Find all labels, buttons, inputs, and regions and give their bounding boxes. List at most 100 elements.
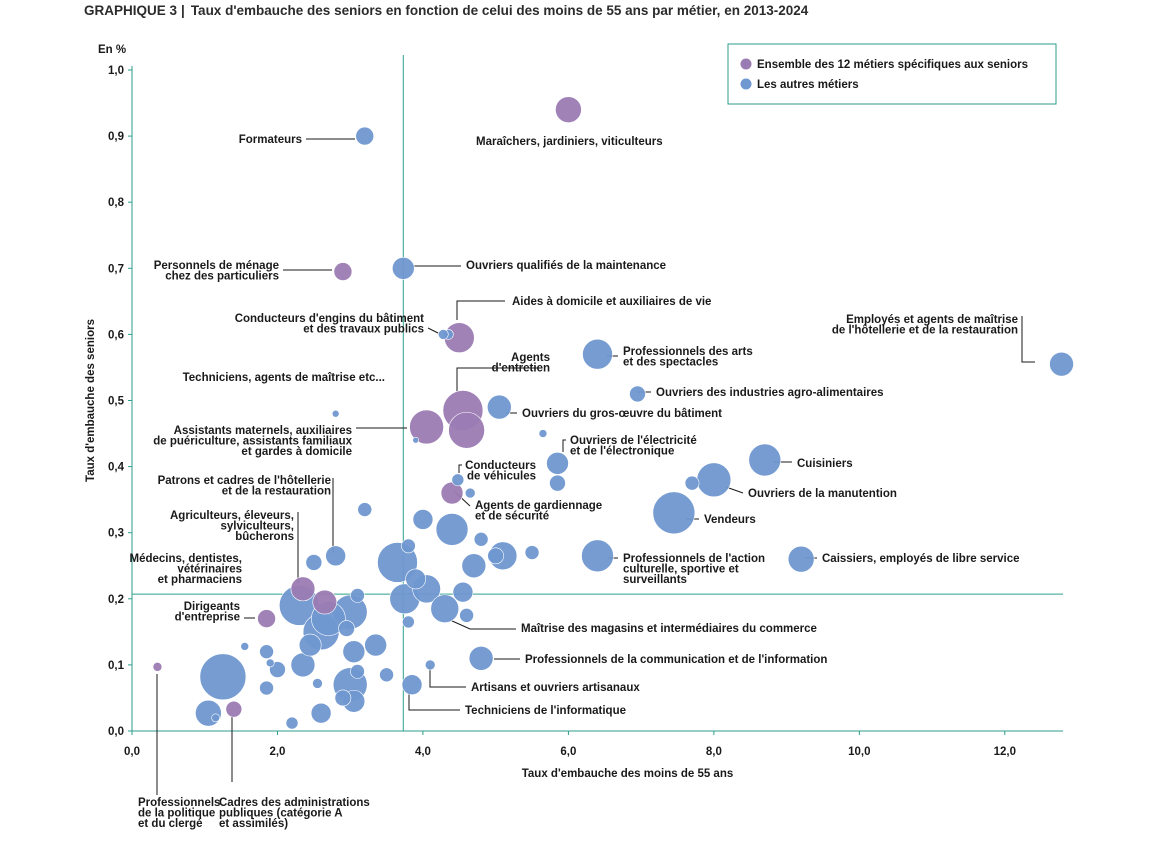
x-tick-label: 8,0 [706,746,722,758]
figure-title-text: Taux d'embauche des seniors en fonction … [190,3,809,18]
bubble-point [435,513,469,546]
bubble-point [350,664,365,679]
bubble-point [259,680,274,696]
label-employes-et-agents-de-maitrise-de-l-hotellerie-e: de l'hôtellerie et de la restauration [832,325,1018,337]
y-tick-label: 0,2 [108,594,124,606]
bubble-point [412,436,419,444]
label-ouvriers-de-l-electricite-et-de-l-electronique: et de l'électronique [570,446,674,458]
label-medecins-dentistes-veterinaires-et-pharmaciens: et pharmaciens [158,574,242,586]
bubble-point [298,633,322,657]
legend-swatch-seniors [740,58,752,70]
bubble-caissiers-employes-de-libre-service [787,545,815,573]
label-agents-de-gardiennage-et-de-securite: Agents de gardiennage [475,500,602,512]
y-tick-label: 0,1 [108,660,125,672]
y-axis-title: Taux d'embauche des seniors [85,319,97,482]
y-tick-label: 1,0 [108,65,124,77]
label-cadres-des-administrations-publiques-categorie-a: et assimilés) [219,818,288,830]
bubble-ouvriers-qualifies-de-la-maintenance [391,256,415,280]
bubble-ouvriers-du-gros-uvre-du-batiment [487,394,512,420]
bubble-point [312,678,323,689]
label-ouvriers-de-l-electricite-et-de-l-electronique: Ouvriers de l'électricité [570,435,697,447]
bubble-professionnels-de-l-action-culturelle-sportive-e [581,539,614,573]
bubble-point [240,642,250,651]
bubble-cuisiniers [748,443,782,477]
bubble-point [473,532,489,547]
label-caissiers-employes-de-libre-service: Caissiers, employés de libre service [822,553,1020,565]
bubble-point [684,475,700,491]
leader-agents-d-entretien [456,367,540,392]
label-artisans-et-ouvriers-artisanaux: Artisans et ouvriers artisanaux [471,682,640,694]
y-tick-label: 0,9 [108,131,124,143]
leader-techniciens-de-l-informatique [408,693,460,711]
label-medecins-dentistes-veterinaires-et-pharmaciens: Médecins, dentistes, [130,553,242,565]
bubble-ouvriers-des-industries-agro-alimentaires [629,385,646,403]
bubble-point [195,699,222,727]
bubble-techniciens-de-l-informatique [401,674,423,696]
legend-label-seniors: Ensemble des 12 métiers spécifiques aux … [757,59,1028,71]
leader-ouvriers-de-l-electricite-et-de-l-electronique [562,439,566,452]
bubble-point [357,502,373,517]
bubble-point [524,545,540,560]
bubble-ouvriers-de-la-manutention [696,462,732,498]
label-conducteurs-d-engins-du-batiment-et-des-travaux-: et des travaux publics [303,324,424,336]
x-axis-title: Taux d'embauche des moins de 55 ans [522,768,734,780]
x-tick-label: 0,0 [124,746,140,758]
bubble-artisans-et-ouvriers-artisanaux [424,659,436,671]
bubble-techniciens-agents-de-maitrise-etc [331,409,340,418]
label-agents-de-gardiennage-et-de-securite: et de sécurité [475,511,549,523]
label-professionnels-de-la-communication-et-de-l-infor: Professionnels de la communication et de… [525,654,827,666]
y-tick-label: 0,4 [108,462,125,474]
bubble-dirigeants-d-entreprise [257,609,276,628]
y-tick-label: 0,6 [108,329,124,341]
bubble-point [452,581,474,603]
y-tick-label: 0,7 [108,263,124,275]
bubble-point [549,474,566,492]
bubble-formateurs [355,126,375,146]
label-techniciens-agents-de-maitrise-etc: Techniciens, agents de maîtrise etc... [183,372,385,384]
bubble-point [310,702,332,724]
y-tick-label: 0,0 [108,726,124,738]
bubble-personnels-de-menage-chez-des-particuliers [333,262,353,281]
bubble-point [401,538,416,554]
bubble-point [459,608,474,623]
bubble-agriculteurs-eleveurs-sylviculteurs-bucherons [290,576,316,602]
bubble-point [364,633,387,657]
unit-label: En % [98,44,126,56]
x-tick-label: 10,0 [848,746,870,758]
label-personnels-de-menage-chez-des-particuliers: Personnels de ménage [154,260,279,272]
bubble-point [350,588,365,603]
label-cadres-des-administrations-publiques-categorie-a: Cadres des administrations [219,797,370,809]
label-agriculteurs-eleveurs-sylviculteurs-bucherons: sylviculteurs, [220,521,294,533]
figure-id: GRAPHIQUE 3 [84,3,178,18]
label-conducteurs-de-vehicules: Conducteurs [465,460,536,472]
bubble-maitrise-des-magasins-et-intermediaires-du-comme [430,594,460,624]
bubble-employes-et-agents-de-maitrise-de-l-hotellerie-e [1049,351,1074,377]
x-tick-label: 2,0 [269,746,285,758]
x-tick-label: 12,0 [994,746,1016,758]
bubble-patrons-et-cadres-de-l-hotellerie-et-de-la-resta [325,545,346,567]
bubble-point [402,615,415,629]
bubble-cadres-des-administrations-publiques-categorie-a [225,700,243,718]
label-ouvriers-du-gros-uvre-du-batiment: Ouvriers du gros-œuvre du bâtiment [522,408,722,420]
label-professionnels-de-la-politique-et-du-clerge: et du clergé [138,818,203,830]
bubble-point [461,553,487,579]
label-professionnels-de-la-politique-et-du-clerge: de la politique [138,808,215,820]
bubble-assistants-maternels-auxiliaires-de-puericulture [409,409,444,445]
label-professionnels-de-l-action-culturelle-sportive-e: surveillants [623,574,687,586]
bubble-ouvriers-de-l-electricite-et-de-l-electronique [546,451,569,475]
y-tick-label: 0,5 [108,396,125,408]
bubble-conducteurs-d-engins-du-batiment-et-des-travaux- [438,329,449,340]
bubble-point [199,653,247,701]
bubble-point [379,667,394,683]
legend-label-autres: Les autres métiers [757,79,859,91]
label-assistants-maternels-auxiliaires-de-puericulture: et gardes à domicile [241,446,352,458]
y-tick-label: 0,3 [108,528,124,540]
label-professionnels-de-l-action-culturelle-sportive-e: Professionnels de l'action [623,553,765,565]
leader-aides-a-domicile-et-auxiliaires-de-vie [456,300,505,320]
bubble-point [285,716,299,730]
bubble-point [342,640,366,663]
bubbles [152,96,1074,730]
bubble-point [487,547,504,565]
bubble-point [265,658,275,668]
label-dirigeants-d-entreprise: Dirigeants [184,601,240,613]
